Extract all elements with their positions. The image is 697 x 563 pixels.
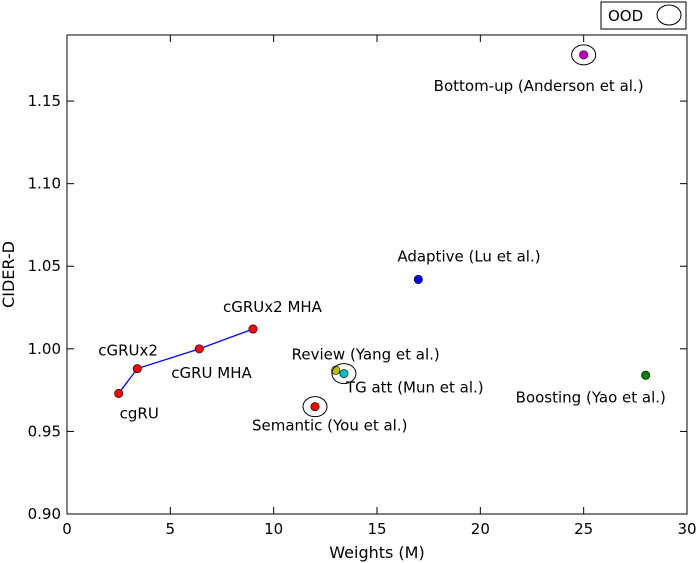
x-tick-label: 0 xyxy=(62,520,72,538)
y-tick-label: 0.90 xyxy=(28,505,61,523)
point-cgrux2 xyxy=(132,364,142,374)
ood-ring-bottom-up-anderson-et-al xyxy=(571,44,597,66)
label-cgru: cgRU xyxy=(120,404,159,422)
x-axis-label: Weights (M) xyxy=(329,543,424,562)
y-tick-label: 1.15 xyxy=(28,92,61,110)
point-boosting-yao-et-al xyxy=(641,370,651,380)
legend-ood-circle-icon xyxy=(656,4,682,26)
point-semantic-you-et-al xyxy=(310,402,320,412)
label-semantic-you-et-al: Semantic (You et al.) xyxy=(252,417,407,435)
x-tick-label: 15 xyxy=(367,520,386,538)
x-tick-label: 30 xyxy=(677,520,696,538)
label-bottom-up-anderson-et-al: Bottom-up (Anderson et al.) xyxy=(434,77,644,95)
label-review-yang-et-al: Review (Yang et al.) xyxy=(292,345,440,363)
y-tick-label: 0.95 xyxy=(28,422,61,440)
x-tick-label: 5 xyxy=(166,520,176,538)
legend: OOD xyxy=(600,1,687,30)
x-tick-label: 25 xyxy=(574,520,593,538)
label-boosting-yao-et-al: Boosting (Yao et al.) xyxy=(516,388,666,406)
label-cgrux2-mha: cGRUx2 MHA xyxy=(223,298,323,316)
x-tick-label: 10 xyxy=(264,520,283,538)
point-cgru-mha xyxy=(194,344,204,354)
point-cgrux2-mha xyxy=(248,324,258,334)
y-tick-label: 1.05 xyxy=(28,257,61,275)
ood-ring-tg-att-mun-et-al xyxy=(331,363,357,385)
ood-ring-semantic-you-et-al xyxy=(302,396,328,418)
legend-label-ood: OOD xyxy=(608,7,643,25)
axis-ticks: 0 5 10 15 20 25 30 0.90 0.95 1.00 1.05 1.10 1.15 xyxy=(28,35,697,538)
point-labels: cgRU cGRUx2 cGRU MHA cGRUx2 MHA Semantic (Yo… xyxy=(98,77,666,435)
y-tick-label: 1.10 xyxy=(28,175,61,193)
label-cgru-mha: cGRU MHA xyxy=(171,364,252,382)
series-line-group xyxy=(118,328,254,394)
y-axis-label: CIDER-D xyxy=(0,241,18,308)
point-bottom-up-anderson-et-al xyxy=(579,50,589,60)
plot-area-frame xyxy=(66,34,688,515)
x-tick-label: 20 xyxy=(471,520,490,538)
data-points xyxy=(114,44,651,418)
y-tick-label: 1.00 xyxy=(28,340,61,358)
point-adaptive-lu-et-al xyxy=(413,274,423,284)
label-tg-att-mun-et-al: TG att (Mun et al.) xyxy=(345,379,484,397)
label-adaptive-lu-et-al: Adaptive (Lu et al.) xyxy=(397,247,540,265)
point-cgru xyxy=(114,388,124,398)
legend-box xyxy=(600,1,687,30)
label-cgrux2: cGRUx2 xyxy=(98,342,158,360)
point-tg-att-mun-et-al xyxy=(339,369,349,379)
cgru-series-line xyxy=(118,328,254,394)
